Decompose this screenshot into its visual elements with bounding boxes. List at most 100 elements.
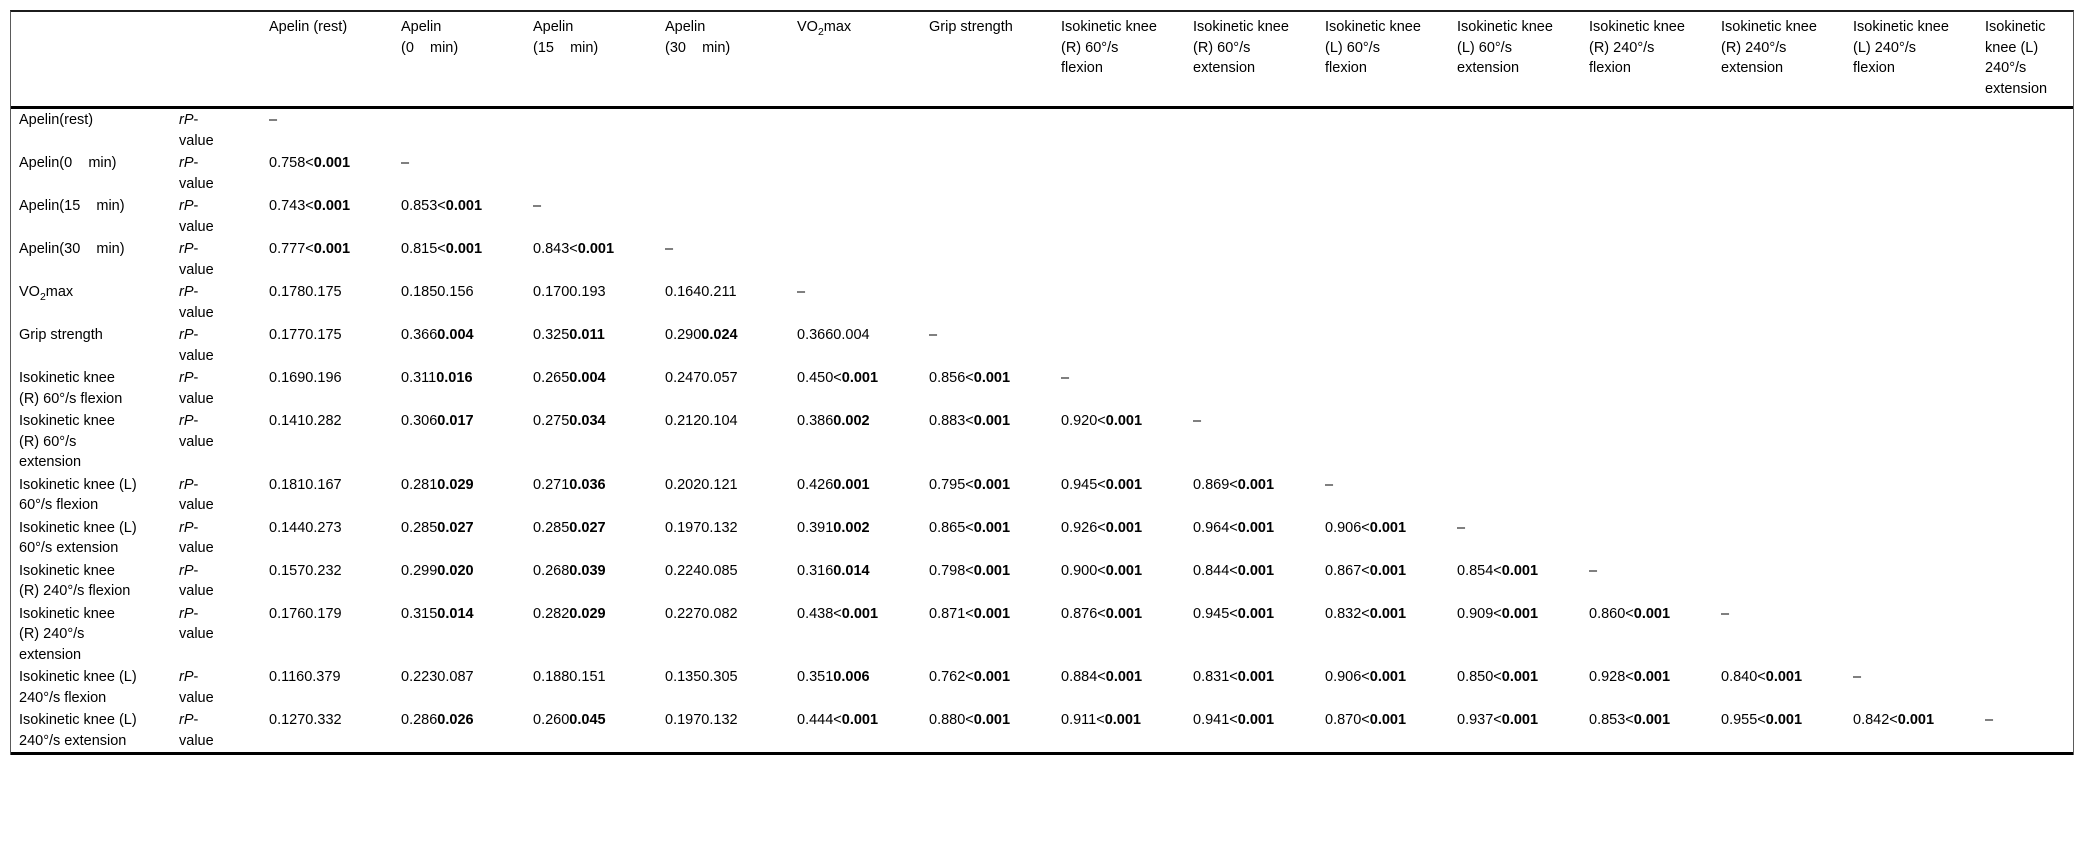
less-than: < — [1097, 605, 1106, 622]
p-value: 0.002 — [833, 413, 870, 429]
r-value: 0.870 — [1325, 712, 1362, 728]
empty-cell — [797, 108, 929, 153]
diagonal-dash-cell: – — [1853, 666, 1985, 709]
p-value: 0.001 — [973, 712, 1011, 728]
stat-hyphen: - — [193, 669, 199, 685]
diagonal-dash-cell: – — [665, 238, 797, 281]
empty-cell — [1061, 108, 1193, 153]
p-value: 0.004 — [437, 327, 474, 343]
r-value: 0.865 — [929, 519, 966, 536]
stat-hyphen: - — [193, 327, 199, 343]
correlation-table-frame: Apelin (rest) Apelin (0 min) Apelin (15 mi… — [10, 10, 2074, 755]
less-than: < — [1361, 605, 1370, 622]
row-label: Isokinetic knee (R) 60°/s extension — [11, 410, 179, 474]
diagonal-dash-cell: – — [1193, 410, 1325, 474]
p-value: 0.179 — [305, 605, 342, 622]
r-p-cell: 0.2850.027 — [533, 517, 665, 560]
r-value: 0.135 — [665, 669, 702, 685]
r-value: 0.285 — [533, 519, 570, 536]
stat-label: rP- value — [179, 324, 269, 367]
p-value: 0.039 — [569, 562, 606, 579]
r-value: 0.832 — [1325, 605, 1362, 622]
empty-cell — [1457, 367, 1589, 410]
r-value: 0.883 — [929, 413, 966, 429]
r-value: 0.299 — [401, 562, 438, 579]
r-value: 0.937 — [1457, 712, 1494, 728]
table-row-1: Apelin(0 min) rP-value 0.758<0.001– — [11, 152, 2073, 195]
p-value: 0.016 — [436, 370, 473, 386]
r-value: 0.831 — [1193, 669, 1230, 685]
less-than: < — [1229, 519, 1238, 536]
empty-cell — [1721, 195, 1853, 238]
empty-cell — [1853, 152, 1985, 195]
table-row-10: Isokinetic knee (R) 240°/s flexion rP- val… — [11, 560, 2073, 603]
less-than: < — [569, 241, 578, 257]
empty-cell — [1325, 367, 1457, 410]
empty-cell — [665, 108, 797, 153]
row-label-text: Apelin(0 min) — [19, 155, 117, 171]
less-than: < — [1757, 712, 1766, 728]
row-label: Isokinetic knee (L) 60°/s extension — [11, 517, 179, 560]
column-header-label: Isokinetic knee (L) 60°/s flexion — [1325, 19, 1425, 76]
stat-rp-italic: rP — [179, 241, 194, 257]
dash: – — [797, 284, 806, 300]
p-value: 0.001 — [1237, 605, 1275, 622]
p-value: 0.024 — [701, 327, 738, 343]
table-row-11: Isokinetic knee (R) 240°/s extension rP- v… — [11, 603, 2073, 667]
r-value: 0.815 — [401, 241, 438, 257]
column-header-label: Isokinetic knee (R) 240°/s extension — [1721, 19, 1821, 76]
row-label-text: max — [45, 284, 74, 300]
row-label-text: Isokinetic knee (R) 240°/s flexion — [19, 562, 131, 600]
r-value: 0.869 — [1193, 476, 1230, 493]
row-label: Apelin(rest) — [11, 108, 179, 153]
empty-cell — [1193, 367, 1325, 410]
row-label-text: Apelin(15 min) — [19, 198, 125, 214]
r-p-cell: 0.909<0.001 — [1457, 603, 1589, 667]
r-p-cell: 0.2240.085 — [665, 560, 797, 603]
empty-cell — [1061, 238, 1193, 281]
less-than: < — [965, 669, 974, 685]
empty-cell — [1985, 474, 2073, 517]
r-value: 0.871 — [929, 605, 966, 622]
stat-rp-italic: rP — [179, 519, 194, 536]
diagonal-dash-cell: – — [1589, 560, 1721, 603]
stat-label: rP- value — [179, 517, 269, 560]
empty-cell — [665, 152, 797, 195]
stat-rp-italic: rP — [179, 605, 194, 622]
empty-cell — [533, 108, 665, 153]
column-header-4: Apelin (15 min) — [533, 12, 665, 109]
empty-cell — [533, 152, 665, 195]
p-value: 0.001 — [1237, 519, 1275, 536]
r-value: 0.844 — [1193, 562, 1230, 579]
stat-hyphen: - — [193, 112, 199, 128]
less-than: < — [437, 241, 446, 257]
column-header-label: Apelin (rest) — [269, 19, 348, 35]
r-p-cell: 0.444<0.001 — [797, 709, 929, 754]
less-than: < — [1361, 519, 1370, 536]
row-label-text: Grip strength — [19, 327, 103, 343]
r-value: 0.909 — [1457, 605, 1494, 622]
r-p-cell: 0.831<0.001 — [1193, 666, 1325, 709]
p-value: 0.001 — [841, 605, 879, 622]
r-value: 0.842 — [1853, 712, 1890, 728]
stat-rp-italic: rP — [179, 198, 194, 214]
r-value: 0.444 — [797, 712, 834, 728]
column-header-7: Grip strength — [929, 12, 1061, 109]
column-header-label: Apelin (30 min) — [665, 19, 731, 56]
r-p-cell: 0.1570.232 — [269, 560, 401, 603]
r-value: 0.169 — [269, 370, 306, 386]
stat-rp-italic: rP — [179, 155, 194, 171]
empty-cell — [1061, 195, 1193, 238]
p-value: 0.057 — [701, 370, 738, 386]
dash: – — [929, 327, 938, 343]
stat-rp-italic: rP — [179, 712, 194, 728]
stat-value-word: value — [179, 583, 214, 599]
less-than: < — [965, 370, 974, 386]
r-p-cell: 0.1970.132 — [665, 517, 797, 560]
r-value: 0.224 — [665, 562, 702, 579]
less-than: < — [1493, 562, 1502, 579]
p-value: 0.004 — [833, 327, 870, 343]
r-value: 0.906 — [1325, 669, 1362, 685]
dash: – — [1061, 370, 1070, 386]
p-value: 0.045 — [569, 712, 606, 728]
